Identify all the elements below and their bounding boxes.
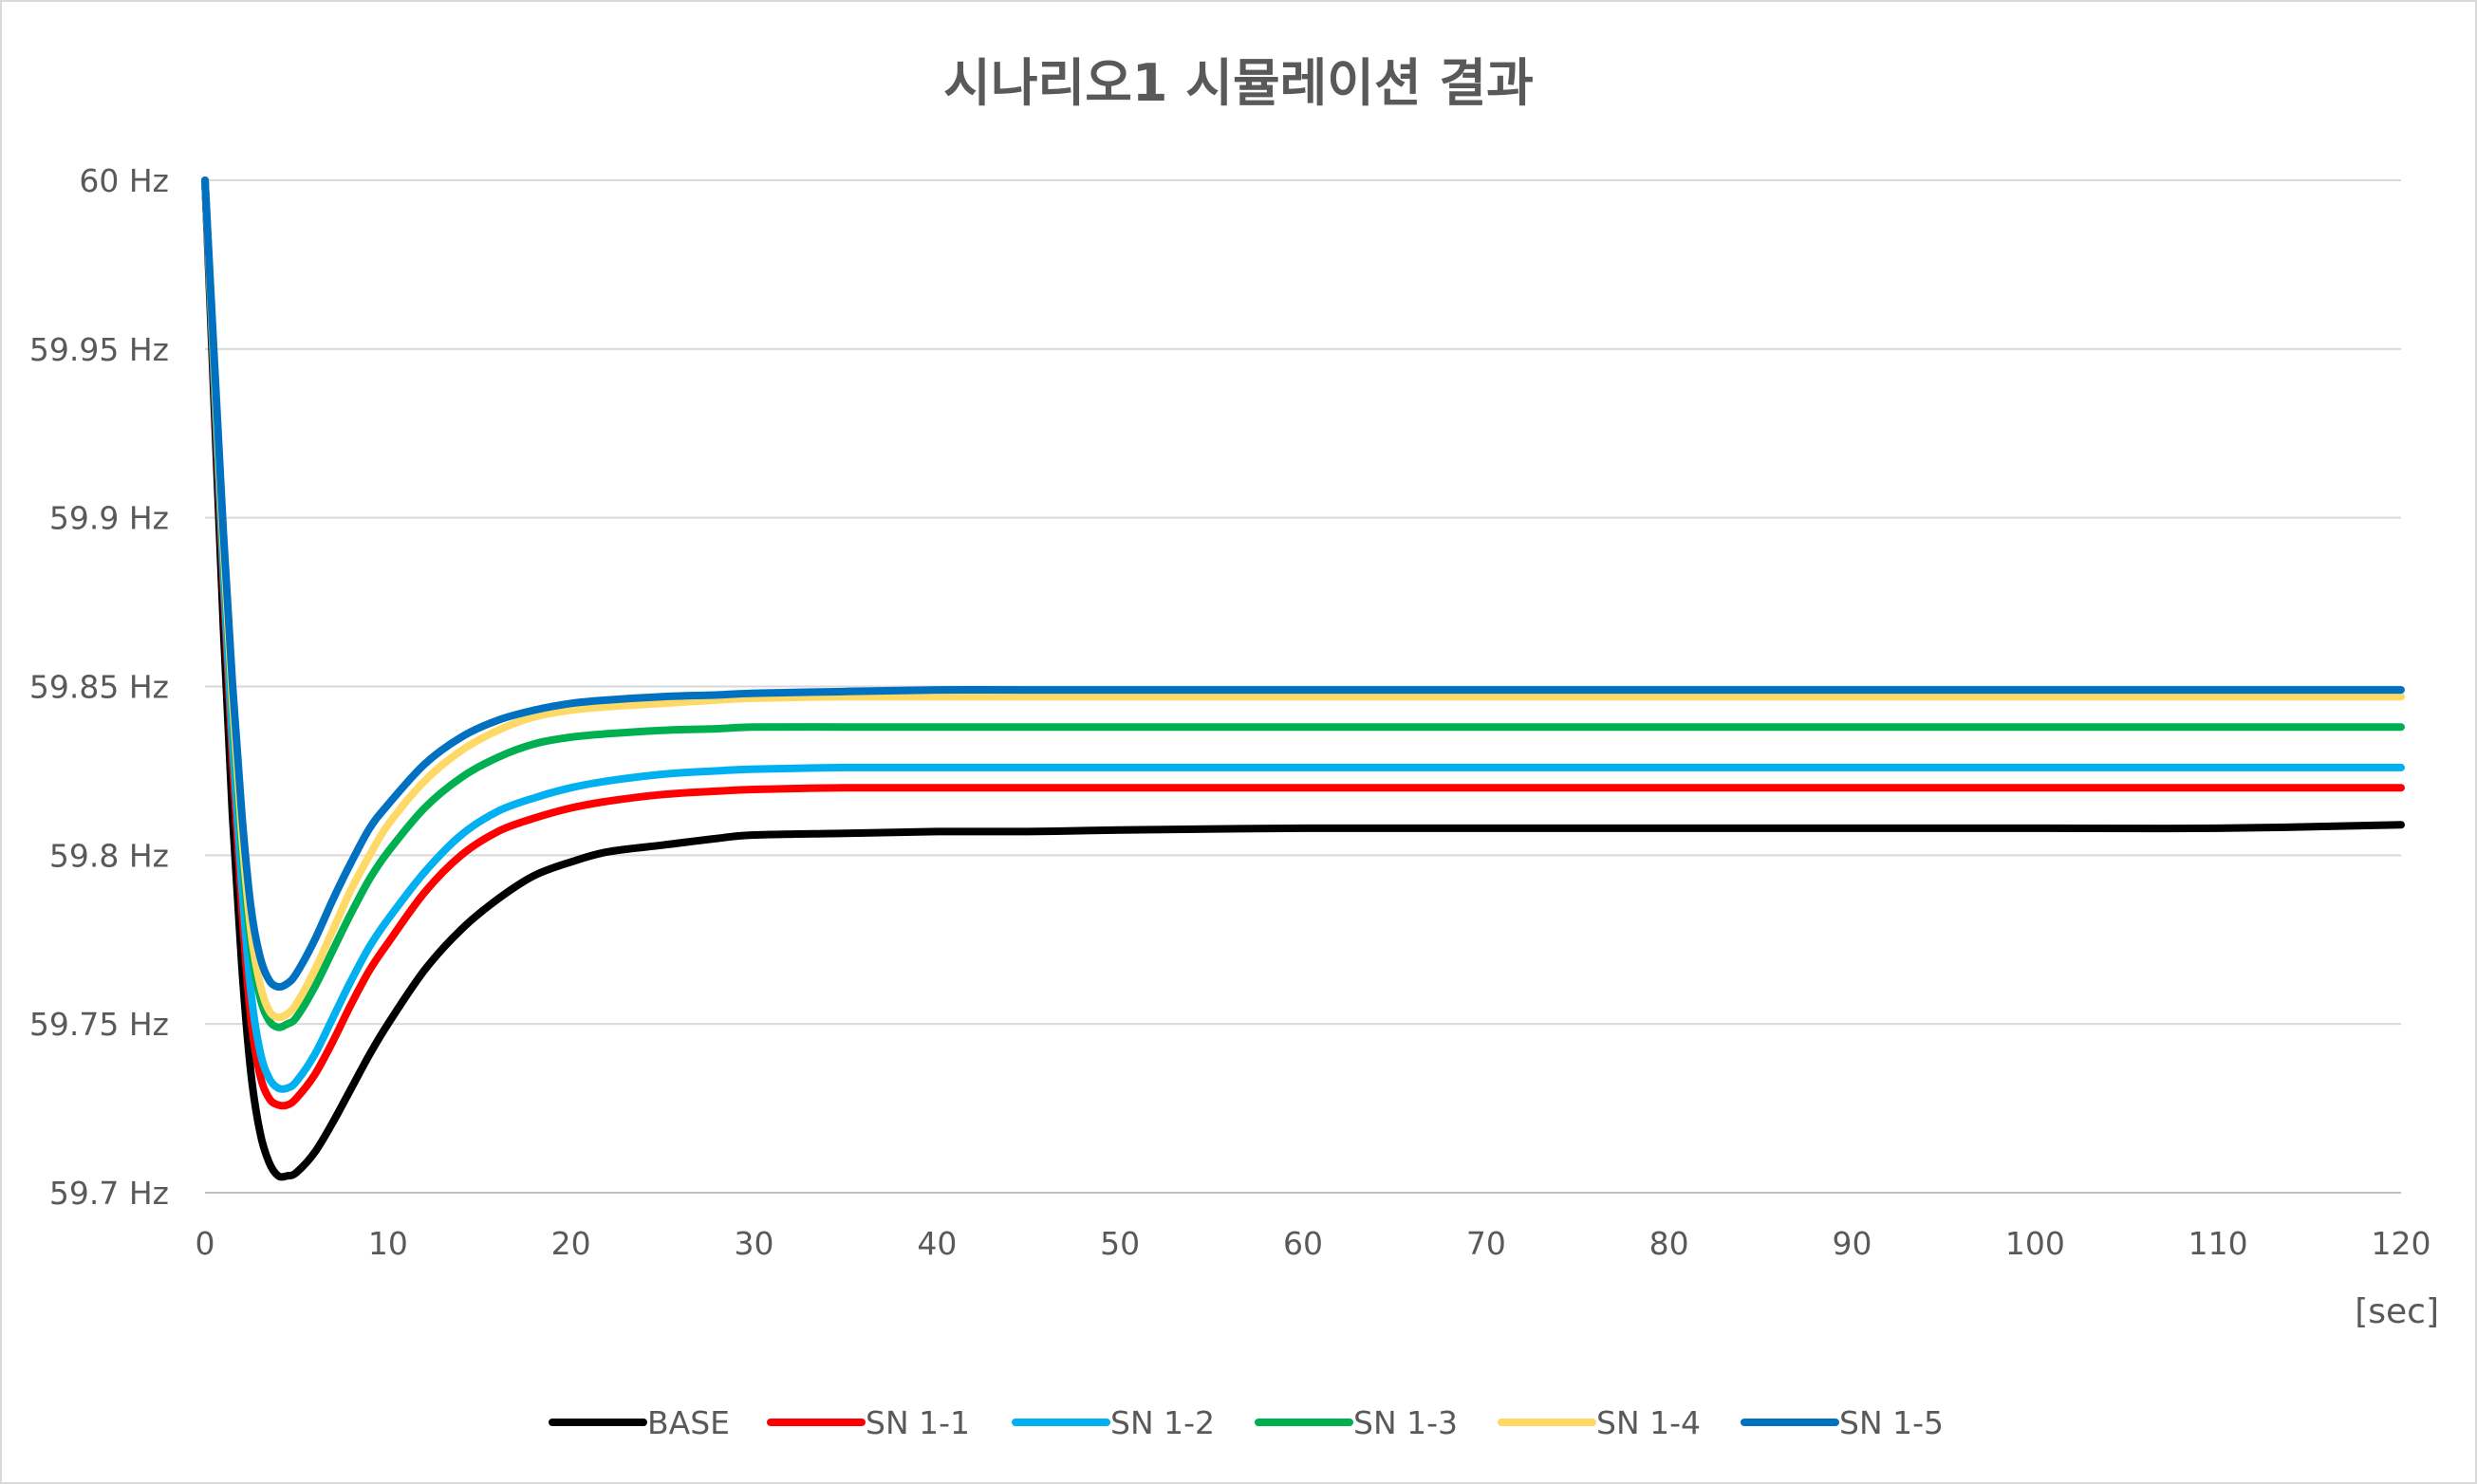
x-tick-label: 70 bbox=[1466, 1225, 1506, 1262]
y-tick-labels: 59.7 Hz 59.75 Hz 59.8 Hz 59.85 Hz 59.9 Hz 59.… bbox=[29, 162, 169, 1212]
x-tick-label: 0 bbox=[196, 1225, 215, 1262]
x-tick-label: 30 bbox=[735, 1225, 774, 1262]
x-axis-unit-label: [sec] bbox=[2355, 1292, 2439, 1331]
y-tick-label: 59.85 Hz bbox=[29, 669, 169, 706]
y-tick-label: 60 Hz bbox=[79, 162, 169, 199]
legend-label: SN 1-4 bbox=[1596, 1404, 1701, 1441]
legend: BASE SN 1-1 SN 1-2 SN 1-3 SN 1-4 SN 1-5 bbox=[549, 1404, 1944, 1441]
x-tick-label: 10 bbox=[368, 1225, 408, 1262]
legend-label: SN 1-1 bbox=[866, 1404, 970, 1441]
series-line-sn-1-3 bbox=[201, 176, 2405, 1031]
y-tick-label: 59.9 Hz bbox=[49, 500, 169, 537]
x-tick-label: 90 bbox=[1833, 1225, 1872, 1262]
x-tick-label: 100 bbox=[2005, 1225, 2065, 1262]
y-tick-label: 59.8 Hz bbox=[49, 837, 169, 874]
y-tick-label: 59.95 Hz bbox=[29, 331, 169, 368]
series-line-base bbox=[201, 176, 2405, 1181]
legend-label: SN 1-3 bbox=[1353, 1404, 1458, 1441]
series-line-sn-1-2 bbox=[201, 176, 2405, 1093]
grid-lines bbox=[205, 179, 2401, 1026]
x-tick-label: 40 bbox=[917, 1225, 957, 1262]
x-tick-label: 50 bbox=[1100, 1225, 1140, 1262]
series-line-sn-1-5 bbox=[201, 176, 2405, 992]
legend-label: BASE bbox=[647, 1404, 730, 1441]
x-tick-labels: 0 10 20 30 40 50 60 70 80 90 100 110 120 bbox=[196, 1225, 2431, 1262]
x-tick-label: 80 bbox=[1649, 1225, 1689, 1262]
y-tick-label: 59.7 Hz bbox=[49, 1175, 169, 1212]
legend-label: SN 1-2 bbox=[1110, 1404, 1215, 1441]
legend-label: SN 1-5 bbox=[1839, 1404, 1944, 1441]
series-line-sn-1-1 bbox=[201, 176, 2405, 1110]
x-tick-label: 60 bbox=[1283, 1225, 1323, 1262]
y-tick-label: 59.75 Hz bbox=[29, 1006, 169, 1043]
x-tick-label: 20 bbox=[551, 1225, 591, 1262]
x-tick-label: 110 bbox=[2188, 1225, 2248, 1262]
x-tick-label: 120 bbox=[2372, 1225, 2431, 1262]
series-lines bbox=[201, 176, 2405, 1181]
series-line-sn-1-4 bbox=[201, 176, 2405, 1022]
chart-title: 시나리오1 시뮬레이션 결과 bbox=[943, 53, 1534, 113]
